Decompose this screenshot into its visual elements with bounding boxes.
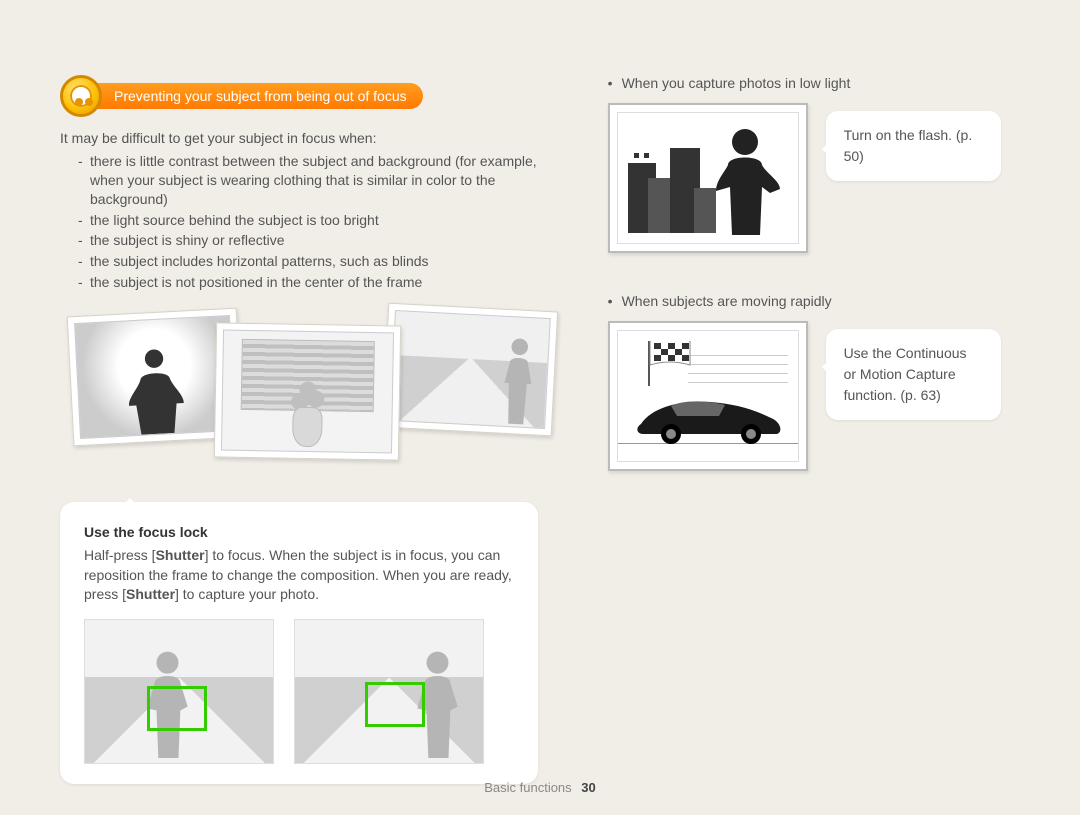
focus-lock-after (294, 619, 484, 764)
section-header: Preventing your subject from being out o… (60, 75, 538, 117)
scenario-moving: When subjects are moving rapidly (608, 293, 1020, 471)
scenario-label: When subjects are moving rapidly (608, 293, 1020, 309)
person-silhouette-icon (493, 331, 543, 428)
list-item: the subject is not positioned in the cen… (78, 273, 538, 292)
focus-lock-tip: Use the focus lock Half-press [Shutter] … (60, 502, 538, 784)
focus-lock-before (84, 619, 274, 764)
page-footer: Basic functions 30 (0, 780, 1080, 795)
scenario-tip: Use the Continuous or Motion Capture fun… (826, 329, 1001, 420)
list-item: the subject is shiny or reflective (78, 231, 538, 250)
difficulty-list: there is little contrast between the sub… (60, 152, 538, 292)
list-item: there is little contrast between the sub… (78, 152, 538, 209)
list-item: the subject includes horizontal patterns… (78, 252, 538, 271)
person-silhouette-icon (710, 125, 780, 235)
focus-lock-heading: Use the focus lock (84, 524, 514, 540)
person-silhouette-icon (126, 341, 186, 436)
buildings-icon (628, 143, 718, 233)
footer-section: Basic functions (484, 780, 571, 795)
scenario-tip: Turn on the flash. (p. 50) (826, 111, 1001, 181)
scenario-label: When you capture photos in low light (608, 75, 1020, 91)
focus-lock-body: Half-press [Shutter] to focus. When the … (84, 546, 514, 605)
example-frame-blinds (214, 323, 401, 461)
checkered-flag-icon (648, 341, 703, 386)
section-title: Preventing your subject from being out o… (96, 83, 423, 109)
footer-page-number: 30 (581, 780, 595, 795)
scenario-illustration (608, 321, 808, 471)
example-frame-offcenter (382, 303, 558, 437)
intro-text: It may be difficult to get your subject … (60, 129, 538, 148)
scenario-illustration (608, 103, 808, 253)
list-item: the light source behind the subject is t… (78, 211, 538, 230)
car-icon (633, 392, 783, 447)
example-photo-cluster (60, 302, 538, 482)
focus-box-icon (147, 686, 207, 731)
focus-box-icon (365, 682, 425, 727)
tip-badge-icon (60, 75, 102, 117)
scenario-low-light: When you capture photos in low light (608, 75, 1020, 253)
